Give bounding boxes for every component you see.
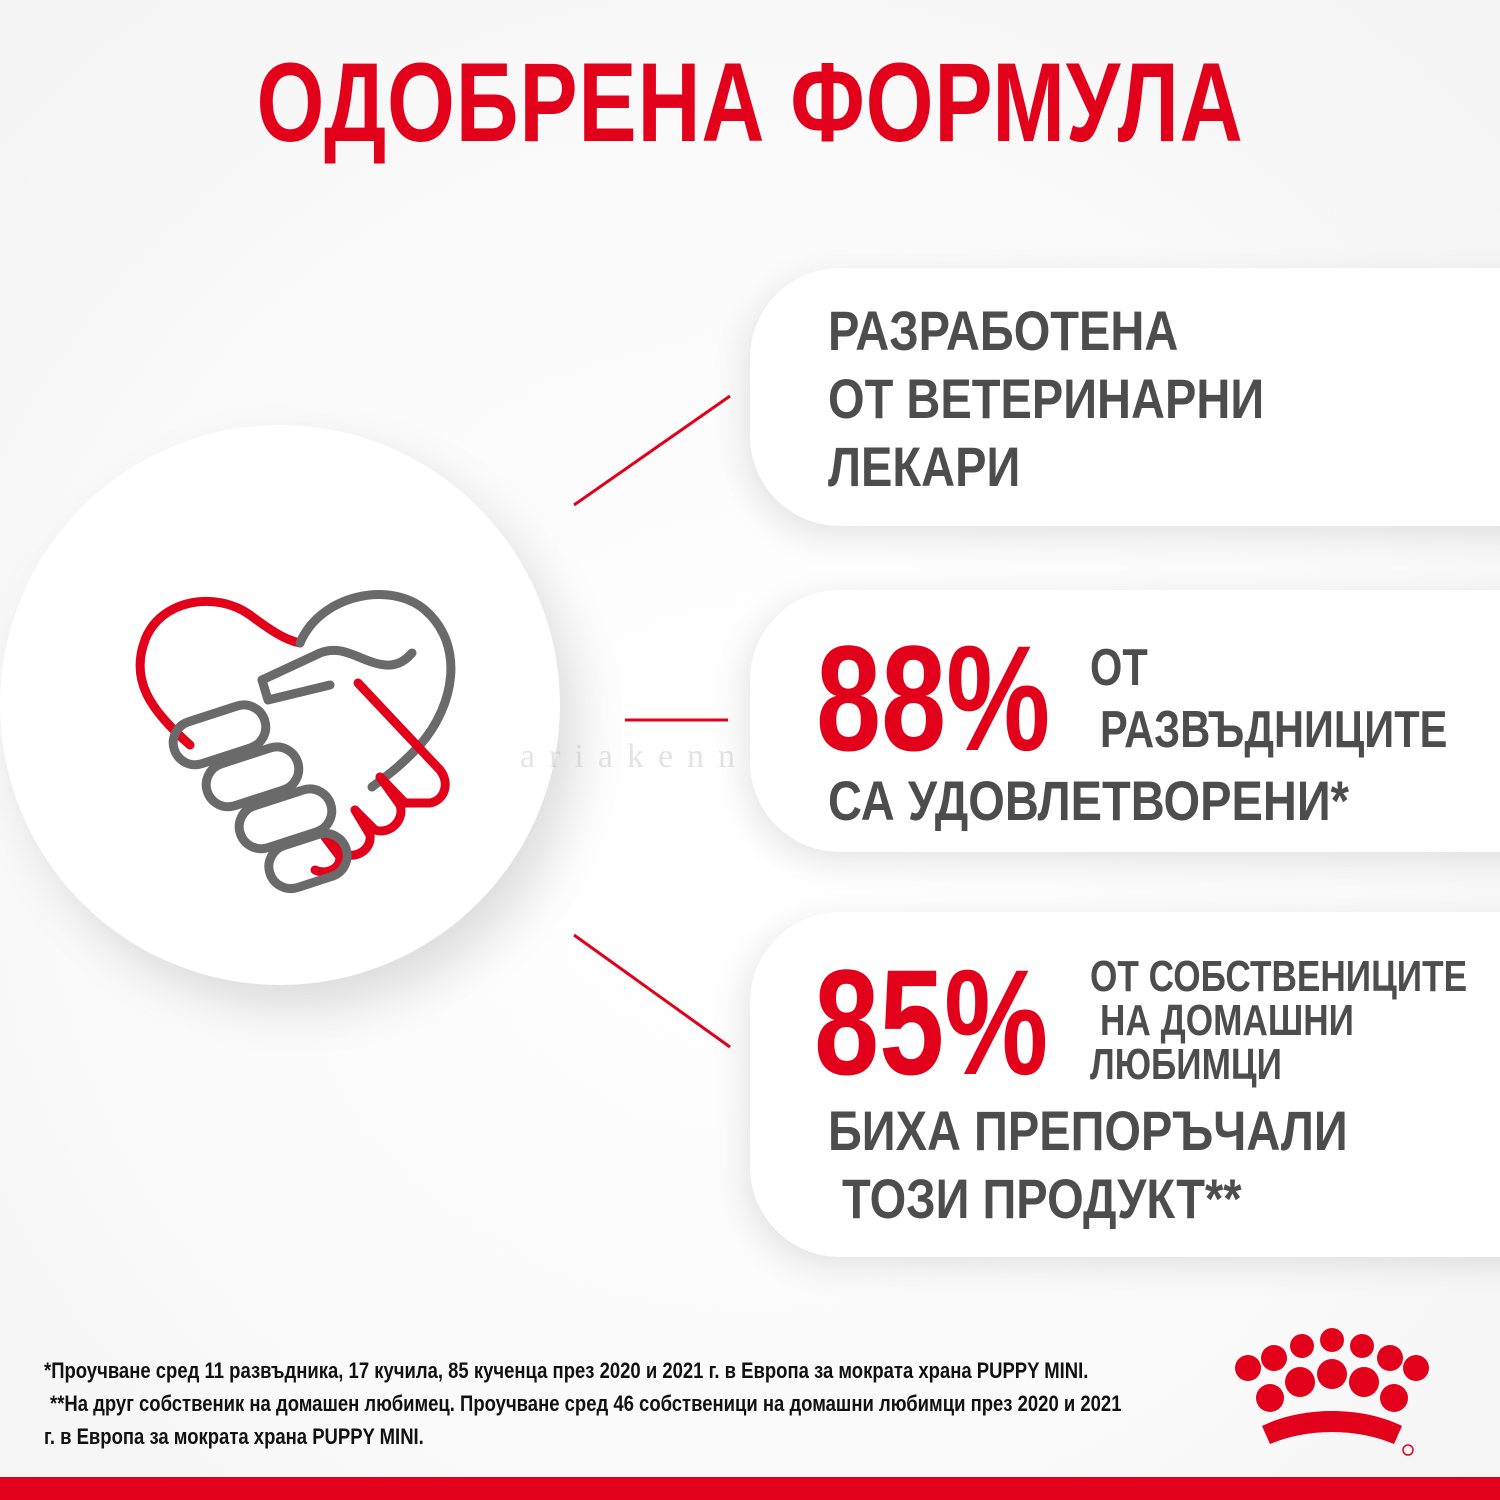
card2-line2: РАЗВЪДНИЦИТЕ: [1100, 701, 1448, 759]
card2-line1: ОТ: [1090, 639, 1148, 697]
card3-line2: НА ДОМАШНИ: [1100, 996, 1354, 1045]
page-title: ОДОБРЕНА ФОРМУЛА: [256, 40, 1244, 165]
footnote-1: *Проучване сред 11 развъдника, 17 кучила…: [44, 1358, 1089, 1383]
icon-circle: [0, 425, 560, 985]
card1-line2: ОТ ВЕТЕРИНАРНИ: [828, 367, 1265, 430]
connector-line-bottom: [573, 933, 731, 1049]
connector-line-top: [573, 394, 731, 507]
card-vets: РАЗРАБОТЕНА ОТ ВЕТЕРИНАРНИ ЛЕКАРИ: [750, 268, 1500, 526]
bottom-red-bar: [0, 1477, 1500, 1500]
card3-line4: БИХА ПРЕПОРЪЧАЛИ: [828, 1099, 1348, 1162]
card3-line3: ЛЮБИМЦИ: [1090, 1040, 1282, 1089]
handshake-heart-icon: [135, 590, 456, 894]
card3-line5: ТОЗИ ПРОДУКТ**: [842, 1167, 1242, 1230]
card1-line3: ЛЕКАРИ: [828, 435, 1021, 498]
card3-line1: ОТ СОБСТВЕНИЦИТЕ: [1090, 952, 1468, 1001]
card-breeders: 88% ОТ РАЗВЪДНИЦИТЕ СА УДОВЛЕТВОРЕНИ*: [750, 590, 1500, 852]
card3-percent: 85%: [814, 938, 1049, 1106]
crown-logo-icon: [1235, 1328, 1429, 1456]
card1-line1: РАЗРАБОТЕНА: [828, 299, 1179, 362]
footnote-3: г. в Европа за мократа храна PUPPY MINI.: [44, 1424, 424, 1449]
footnote-2: **На друг собственик на домашен любимец.…: [50, 1391, 1122, 1416]
card2-line3: СА УДОВЛЕТВОРЕНИ*: [828, 769, 1349, 832]
card2-percent: 88%: [816, 614, 1051, 782]
card-owners: 85% ОТ СОБСТВЕНИЦИТЕ НА ДОМАШНИ ЛЮБИМЦИ …: [750, 912, 1500, 1257]
